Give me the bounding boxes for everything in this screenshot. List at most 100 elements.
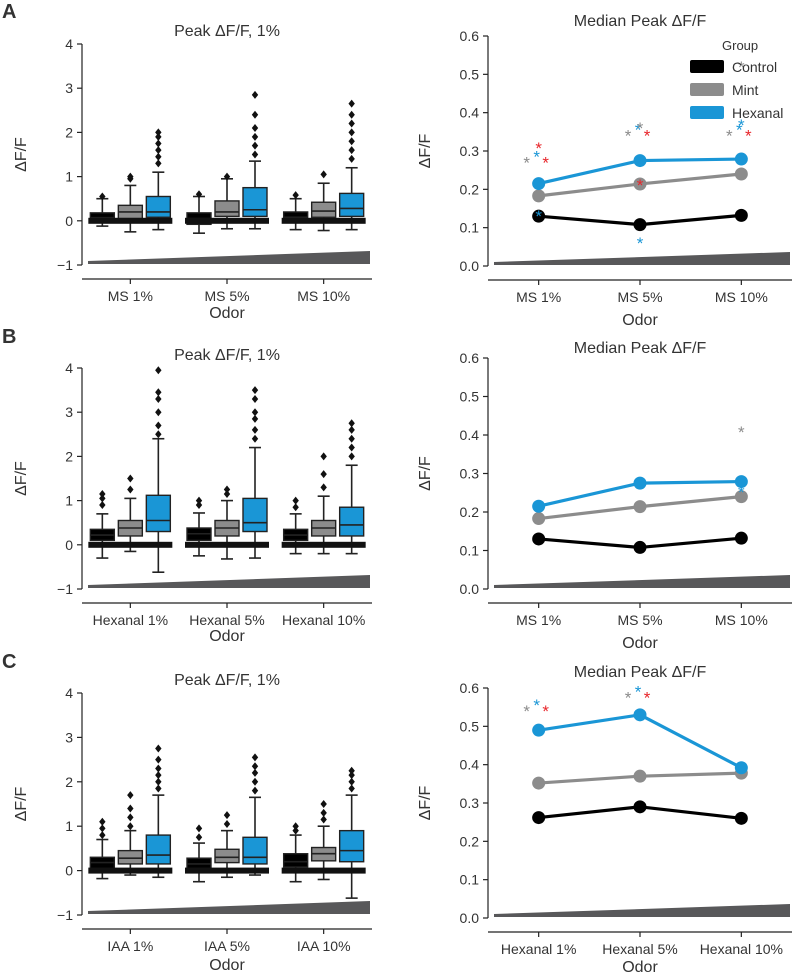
data-point-mint xyxy=(633,769,647,783)
significance-asterisk: * xyxy=(542,702,549,721)
y-tick-label: 0.2 xyxy=(460,181,480,197)
outlier-point xyxy=(223,489,231,498)
y-tick-label: 2 xyxy=(65,448,73,464)
data-point-control xyxy=(734,208,748,222)
outlier-point xyxy=(195,824,203,833)
chart-c-line: 0.0 0.1 0.2 0.3 0.4 0.5 0.6 Hexanal 1% Hexanal 5… xyxy=(417,423,792,976)
outlier-point xyxy=(320,170,327,179)
significance-asterisk: * xyxy=(738,423,745,442)
outlier-point xyxy=(223,819,231,828)
outlier-point xyxy=(155,139,162,148)
outlier-point xyxy=(127,791,134,800)
outlier-point xyxy=(348,771,355,780)
concentration-ramp xyxy=(494,252,790,265)
legend-swatch-mint xyxy=(690,83,724,96)
legend-label-hexanal: Hexanal xyxy=(732,105,783,121)
x-tick-label: MS 5% xyxy=(617,612,662,628)
outlier-point xyxy=(320,470,327,479)
outlier-point xyxy=(348,154,355,163)
chart-title: Peak ΔF/F, 1% xyxy=(174,347,280,364)
data-point-mint xyxy=(734,167,748,181)
y-tick-label: 4 xyxy=(65,360,73,376)
outlier-point xyxy=(99,824,106,833)
x-tick-label: IAA 1% xyxy=(107,938,153,954)
legend-label-control: Control xyxy=(732,59,777,75)
outlier-point xyxy=(348,110,355,119)
y-tick-label: 0.3 xyxy=(460,466,480,482)
y-tick-label: 0.3 xyxy=(460,143,480,159)
data-point-hexanal xyxy=(532,723,546,737)
x-axis-title: Odor xyxy=(209,305,245,322)
outlier-point xyxy=(348,128,355,137)
x-tick-label: Hexanal 5% xyxy=(602,941,678,957)
y-axis-title: ΔF/F xyxy=(13,786,30,821)
outlier-point xyxy=(195,833,203,842)
outlier-point xyxy=(292,496,299,505)
outlier-point xyxy=(251,141,259,150)
chart-title: Median Peak ΔF/F xyxy=(574,664,707,681)
outlier-point xyxy=(320,815,327,824)
box-hexanal xyxy=(338,506,365,537)
outlier-point xyxy=(251,777,259,786)
x-tick-label: Hexanal 1% xyxy=(501,941,577,957)
outlier-point xyxy=(155,366,162,375)
outlier-point xyxy=(155,764,162,773)
baseline-cluster xyxy=(88,867,173,874)
y-tick-label: 2 xyxy=(65,124,73,140)
box-hexanal xyxy=(338,829,365,863)
legend-title: Group xyxy=(722,38,758,53)
y-tick-label: −1 xyxy=(57,257,73,273)
outlier-point xyxy=(155,784,162,793)
outlier-point xyxy=(251,394,259,403)
data-point-control xyxy=(532,532,546,546)
outlier-point xyxy=(348,419,355,428)
y-tick-label: 0.0 xyxy=(460,581,480,597)
outlier-point xyxy=(155,394,162,403)
outlier-point xyxy=(99,831,106,840)
data-point-control xyxy=(633,800,647,814)
legend-swatch-control xyxy=(690,60,724,73)
outlier-point xyxy=(195,496,203,505)
outlier-point xyxy=(348,443,355,452)
y-tick-label: 3 xyxy=(65,404,73,420)
outlier-point xyxy=(99,489,106,498)
outlier-point xyxy=(251,150,259,159)
data-point-mint xyxy=(532,776,546,790)
outlier-point xyxy=(99,501,106,510)
outlier-point xyxy=(292,826,299,835)
baseline-cluster xyxy=(88,217,173,224)
outlier-point xyxy=(251,768,259,777)
data-point-mint xyxy=(532,189,546,203)
box-hexanal xyxy=(145,494,172,533)
chart-a-line: 0.0 0.1 0.2 0.3 0.4 0.5 0.6 MS 1% MS 5% MS 10% Med… xyxy=(417,13,792,329)
significance-asterisk: * xyxy=(533,148,540,167)
y-tick-label: 0.2 xyxy=(460,504,480,520)
y-tick-label: 1 xyxy=(65,818,73,834)
significance-asterisk: * xyxy=(637,234,644,253)
y-axis-title: ΔF/F xyxy=(417,456,434,491)
outlier-point xyxy=(348,784,355,793)
outlier-point xyxy=(251,786,259,795)
x-tick-label: MS 1% xyxy=(108,288,153,304)
box-mint xyxy=(214,200,240,218)
data-point-hexanal xyxy=(734,475,748,489)
x-tick-label: MS 10% xyxy=(715,612,768,628)
y-axis-title: ΔF/F xyxy=(13,137,30,172)
chart-title: Peak ΔF/F, 1% xyxy=(174,23,280,40)
box-hexanal xyxy=(145,195,172,218)
significance-asterisk: * xyxy=(726,127,733,146)
significance-asterisk: * xyxy=(644,127,651,146)
baseline-cluster xyxy=(281,541,366,548)
x-tick-label: Hexanal 5% xyxy=(189,612,265,628)
y-tick-label: 0.5 xyxy=(460,66,480,82)
outlier-point xyxy=(251,762,259,771)
outlier-point xyxy=(155,777,162,786)
x-tick-label: Hexanal 10% xyxy=(700,941,783,957)
y-axis-title: ΔF/F xyxy=(417,133,434,168)
data-point-mint xyxy=(633,177,647,191)
significance-asterisk: * xyxy=(644,689,651,708)
outlier-point xyxy=(99,192,106,201)
data-point-mint xyxy=(532,512,546,526)
y-tick-label: 0.5 xyxy=(460,389,480,405)
data-point-hexanal xyxy=(633,476,647,490)
